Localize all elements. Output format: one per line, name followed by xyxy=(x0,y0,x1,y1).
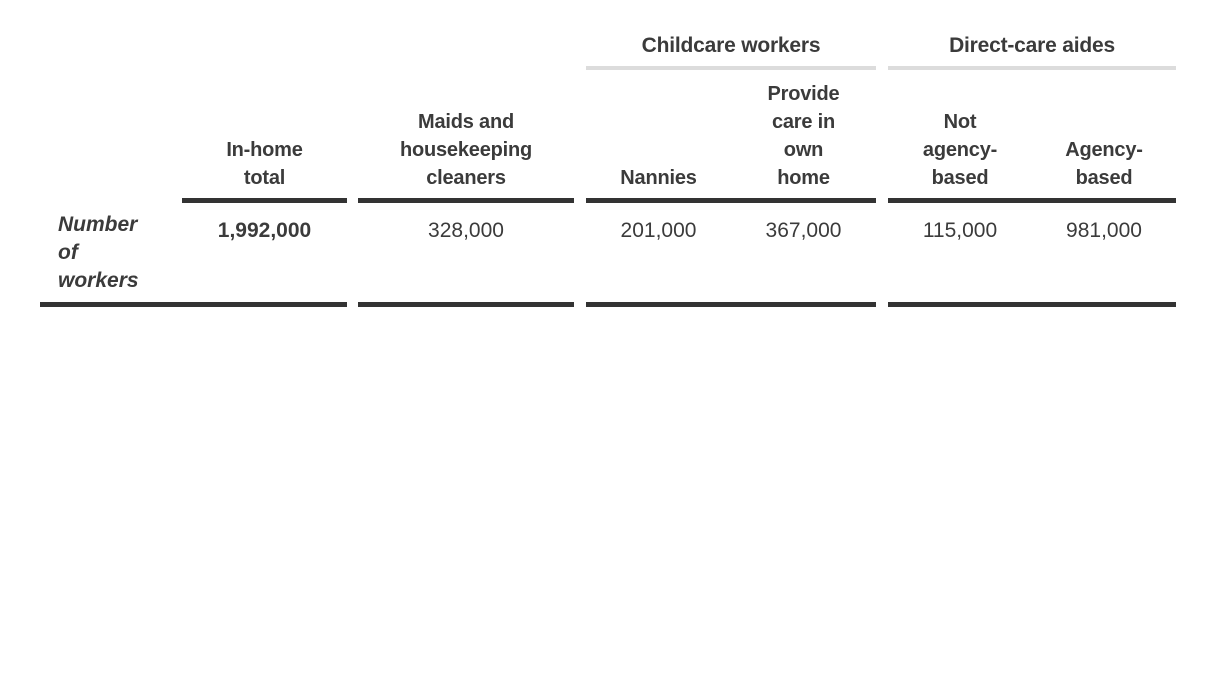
bottom-rule-label-and-in-home-total xyxy=(40,302,347,307)
group-underline-childcare-workers xyxy=(586,66,876,70)
col-header-in-home-total: In-home total xyxy=(226,139,303,189)
header-rule-childcare-workers xyxy=(586,198,876,203)
value-provide-care-in-own-home: 367,000 xyxy=(765,219,842,242)
col-header-nannies: Nannies xyxy=(620,167,697,189)
col-header-maids-housekeeping-cleaners: Maids and housekeeping cleaners xyxy=(399,111,533,189)
group-header-direct-care-aides: Direct-care aides xyxy=(949,34,1115,57)
bottom-rule-direct-care-aides xyxy=(888,302,1176,307)
bottom-rule-childcare-workers xyxy=(586,302,876,307)
header-rule-in-home-total xyxy=(182,198,347,203)
value-maids-housekeeping-cleaners: 328,000 xyxy=(428,219,504,242)
group-underline-direct-care-aides xyxy=(888,66,1176,70)
col-header-provide-care-in-own-home: Provide care in own home xyxy=(767,83,840,189)
col-header-not-agency-based: Not agency- based xyxy=(922,111,998,189)
value-not-agency-based: 115,000 xyxy=(922,219,998,242)
header-rule-direct-care-aides xyxy=(888,198,1176,203)
value-in-home-total: 1,992,000 xyxy=(217,219,312,242)
col-header-agency-based: Agency- based xyxy=(1065,139,1143,189)
row-label-number-of-workers: Number of workers xyxy=(58,213,139,292)
bottom-rule-maids-housekeeping-cleaners xyxy=(358,302,574,307)
header-rule-maids-housekeeping-cleaners xyxy=(358,198,574,203)
value-agency-based: 981,000 xyxy=(1066,219,1142,242)
value-nannies: 201,000 xyxy=(620,219,697,242)
group-header-childcare-workers: Childcare workers xyxy=(641,34,821,57)
